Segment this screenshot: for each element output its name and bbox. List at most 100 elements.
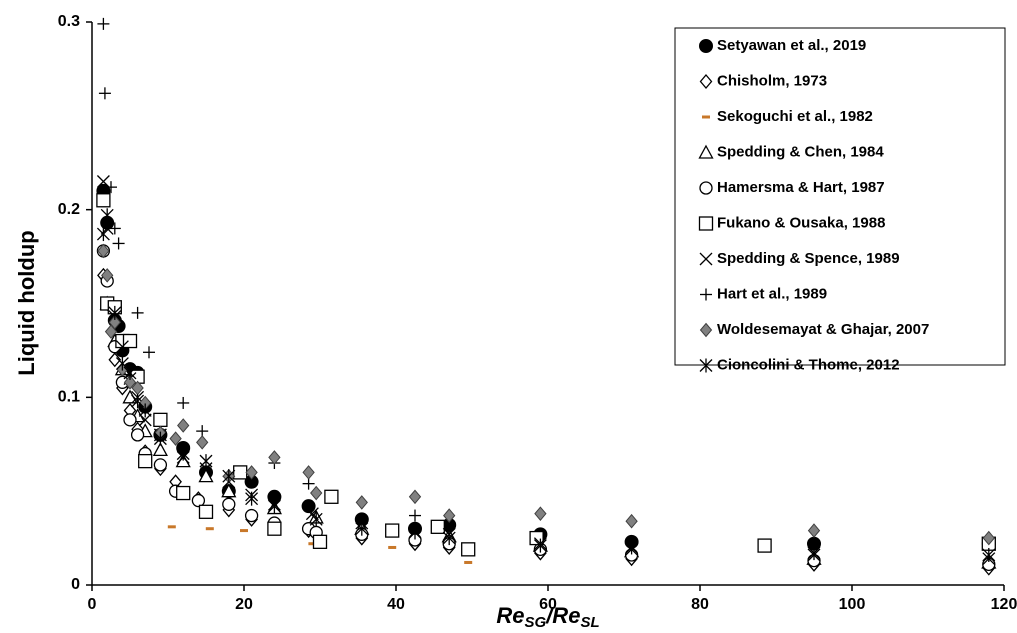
data-point-part: [308, 542, 317, 546]
data-point: [245, 491, 259, 506]
data-point-part: [757, 538, 772, 553]
legend-marker-part: [699, 322, 713, 338]
data-point-part: [97, 243, 110, 259]
legend-label: Hart et al., 1989: [717, 285, 827, 302]
data-point: [112, 237, 125, 250]
x-tick-label: 80: [691, 596, 709, 613]
data-point-part: [461, 542, 476, 557]
legend-marker: [702, 115, 710, 119]
legend-marker-part: [699, 73, 713, 90]
data-point: [625, 540, 639, 555]
data-point: [430, 519, 445, 534]
data-point: [244, 508, 259, 523]
data-point-part: [244, 508, 259, 523]
data-point: [152, 442, 168, 457]
data-point-part: [305, 507, 319, 521]
data-point-part: [534, 506, 547, 521]
data-point: [101, 268, 114, 283]
data-point-part: [169, 431, 182, 446]
data-point: [169, 431, 182, 446]
data-point: [123, 413, 137, 427]
data-point-part: [153, 458, 168, 472]
data-point-part: [240, 529, 248, 533]
data-point: [96, 227, 110, 242]
data-point-part: [115, 340, 129, 354]
data-point: [464, 560, 473, 564]
legend-marker-part: [699, 252, 713, 266]
data-point: [108, 222, 121, 235]
data-point: [115, 340, 129, 354]
data-point: [310, 485, 323, 501]
data-point: [138, 453, 153, 469]
data-point-part: [96, 175, 110, 188]
data-point-part: [221, 483, 237, 498]
data-point: [196, 435, 209, 450]
x-tick-label: 20: [235, 596, 253, 613]
data-point: [221, 483, 237, 498]
data-point-part: [152, 442, 168, 457]
data-point: [98, 87, 111, 100]
data-point: [442, 531, 456, 546]
data-point: [267, 521, 282, 536]
data-point: [757, 538, 772, 553]
data-point: [97, 243, 110, 259]
x-tick-label: 0: [88, 596, 97, 613]
data-point-part: [310, 485, 323, 501]
data-point-part: [324, 489, 339, 504]
legend-label: Spedding & Spence, 1989: [717, 250, 900, 267]
data-point: [355, 495, 368, 510]
legend-label: Spedding & Chen, 1984: [717, 143, 884, 160]
data-point-part: [198, 468, 214, 483]
data-point: [309, 512, 323, 527]
legend-label: Chisholm, 1973: [717, 72, 827, 89]
data-point: [123, 375, 137, 390]
data-point-part: [198, 504, 214, 519]
data-point: [108, 314, 121, 330]
y-tick-label: 0.3: [58, 13, 80, 30]
data-point-part: [191, 493, 206, 508]
y-tick-label: 0: [71, 576, 80, 593]
data-point: [267, 499, 281, 514]
data-point: [131, 394, 145, 409]
data-point: [205, 527, 214, 531]
data-point: [153, 458, 168, 472]
data-point: [138, 413, 152, 427]
data-point: [245, 465, 258, 480]
legend-box: [674, 27, 1006, 366]
data-point-part: [222, 497, 236, 511]
data-point-part: [138, 413, 152, 427]
data-point: [302, 465, 315, 480]
data-point-part: [130, 428, 145, 442]
data-point-part: [153, 412, 168, 428]
legend-label: Fukano & Ousaka, 1988: [717, 214, 885, 231]
data-point: [108, 305, 122, 320]
data-point-part: [138, 453, 153, 469]
data-point: [191, 493, 206, 508]
legend-marker: [698, 144, 714, 159]
data-point-part: [267, 521, 282, 536]
data-point: [222, 497, 236, 511]
data-point: [177, 418, 190, 433]
data-point: [130, 428, 145, 442]
x-label-sub: SL: [580, 614, 599, 631]
data-point: [115, 356, 129, 371]
data-point: [982, 547, 996, 562]
data-point: [385, 523, 400, 538]
data-point: [461, 542, 476, 557]
data-point: [100, 208, 114, 223]
legend-marker: [699, 39, 713, 53]
data-point-part: [443, 508, 456, 523]
data-point-part: [104, 324, 118, 339]
data-point-part: [807, 523, 821, 538]
x-label-part: /Re: [545, 603, 580, 628]
data-point-part: [176, 485, 191, 501]
legend-marker-part: [698, 216, 714, 231]
legend-label: Hamersma & Hart, 1987: [717, 179, 885, 196]
data-point: [177, 396, 190, 409]
x-tick-label: 40: [387, 596, 405, 613]
data-point: [138, 403, 152, 418]
data-point: [408, 489, 422, 505]
x-tick-label: 60: [539, 596, 557, 613]
data-point-part: [388, 545, 397, 549]
